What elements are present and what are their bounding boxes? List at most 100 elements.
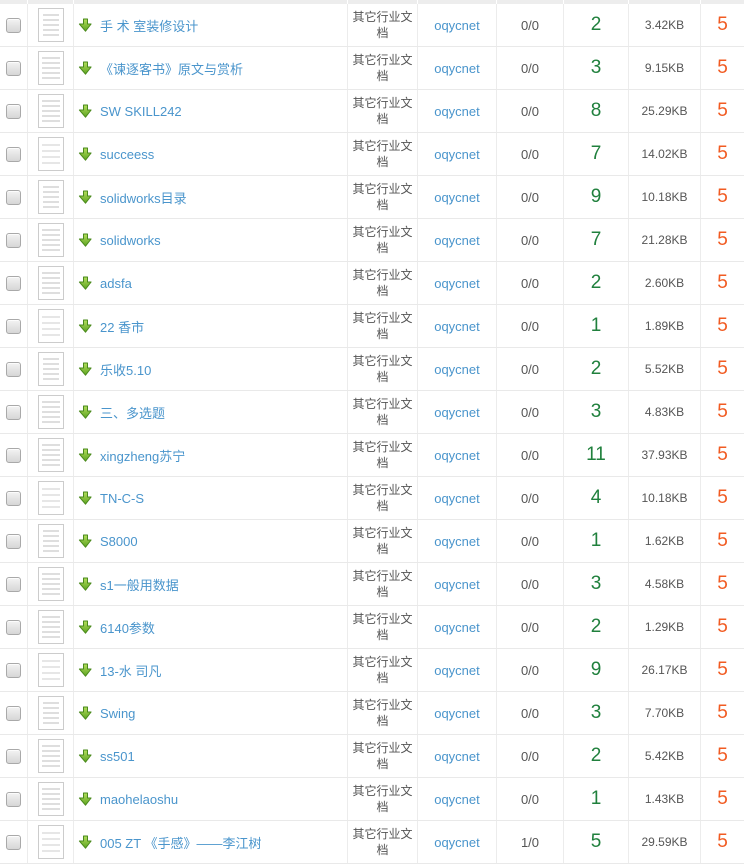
uploader-link[interactable]: oqycnet — [434, 619, 480, 635]
row-checkbox[interactable] — [6, 447, 21, 463]
row-checkbox[interactable] — [6, 103, 21, 119]
row-checkbox[interactable] — [6, 748, 21, 764]
row-checkbox[interactable] — [6, 404, 21, 420]
document-title-link[interactable]: maohelaoshu — [100, 791, 179, 807]
download-arrow-icon[interactable] — [78, 233, 93, 248]
document-title-link[interactable]: Swing — [100, 705, 136, 721]
document-thumbnail[interactable] — [37, 395, 64, 429]
document-thumbnail[interactable] — [37, 696, 64, 730]
row-checkbox[interactable] — [6, 146, 21, 162]
document-title-link[interactable]: ss501 — [100, 748, 135, 764]
row-checkbox[interactable] — [6, 318, 21, 334]
download-arrow-icon[interactable] — [78, 534, 93, 549]
document-thumbnail[interactable] — [37, 137, 64, 171]
uploader-link[interactable]: oqycnet — [434, 490, 480, 506]
document-title-link[interactable]: SW SKILL242 — [100, 103, 182, 119]
uploader-link[interactable]: oqycnet — [434, 361, 480, 377]
document-thumbnail[interactable] — [37, 223, 64, 257]
document-title-link[interactable]: solidworks — [100, 232, 161, 248]
uploader-link[interactable]: oqycnet — [434, 705, 480, 721]
document-title-link[interactable]: adsfa — [100, 275, 132, 291]
uploader-link[interactable]: oqycnet — [434, 447, 480, 463]
document-title-link[interactable]: 《谏逐客书》原文与赏析 — [100, 61, 244, 77]
download-arrow-icon[interactable] — [78, 448, 93, 463]
uploader-link[interactable]: oqycnet — [434, 232, 480, 248]
row-checkbox[interactable] — [6, 662, 21, 678]
uploader-link[interactable]: oqycnet — [434, 60, 480, 76]
download-arrow-icon[interactable] — [78, 362, 93, 377]
download-arrow-icon[interactable] — [78, 491, 93, 506]
download-arrow-icon[interactable] — [78, 577, 93, 592]
uploader-link[interactable]: oqycnet — [434, 662, 480, 678]
document-thumbnail[interactable] — [37, 51, 64, 85]
download-arrow-icon[interactable] — [78, 749, 93, 764]
document-title-link[interactable]: 005 ZT 《手感》——李江树 — [100, 835, 262, 851]
document-thumbnail[interactable] — [37, 739, 64, 773]
row-checkbox[interactable] — [6, 275, 21, 291]
download-arrow-icon[interactable] — [78, 405, 93, 420]
row-checkbox[interactable] — [6, 189, 21, 205]
download-arrow-icon[interactable] — [78, 190, 93, 205]
uploader-link[interactable]: oqycnet — [434, 103, 480, 119]
document-thumbnail[interactable] — [37, 180, 64, 214]
document-thumbnail[interactable] — [37, 309, 64, 343]
download-arrow-icon[interactable] — [78, 18, 93, 33]
download-arrow-icon[interactable] — [78, 792, 93, 807]
document-thumbnail[interactable] — [37, 438, 64, 472]
uploader-link[interactable]: oqycnet — [434, 318, 480, 334]
document-title-link[interactable]: 22 香市 — [100, 319, 145, 335]
row-checkbox[interactable] — [6, 576, 21, 592]
row-checkbox[interactable] — [6, 705, 21, 721]
download-arrow-icon[interactable] — [78, 706, 93, 721]
row-checkbox[interactable] — [6, 533, 21, 549]
download-arrow-icon[interactable] — [78, 276, 93, 291]
row-checkbox[interactable] — [6, 232, 21, 248]
document-thumbnail[interactable] — [37, 524, 64, 558]
download-arrow-icon[interactable] — [78, 147, 93, 162]
document-title-link[interactable]: 三、多选题 — [100, 405, 166, 421]
document-thumbnail[interactable] — [37, 8, 64, 42]
document-title-link[interactable]: S8000 — [100, 533, 138, 549]
uploader-link[interactable]: oqycnet — [434, 404, 480, 420]
document-title-link[interactable]: TN-C-S — [100, 490, 145, 506]
row-checkbox[interactable] — [6, 361, 21, 377]
uploader-link[interactable]: oqycnet — [434, 275, 480, 291]
download-arrow-icon[interactable] — [78, 835, 93, 850]
document-thumbnail[interactable] — [37, 825, 64, 859]
row-checkbox[interactable] — [6, 17, 21, 33]
document-title-link[interactable]: 13-水 司凡 — [100, 663, 162, 679]
uploader-link[interactable]: oqycnet — [434, 146, 480, 162]
uploader-link[interactable]: oqycnet — [434, 533, 480, 549]
download-arrow-icon[interactable] — [78, 104, 93, 119]
row-checkbox[interactable] — [6, 834, 21, 850]
document-thumbnail[interactable] — [37, 782, 64, 816]
document-title-link[interactable]: succeess — [100, 146, 155, 162]
document-thumbnail[interactable] — [37, 266, 64, 300]
uploader-link[interactable]: oqycnet — [434, 189, 480, 205]
row-checkbox[interactable] — [6, 619, 21, 635]
row-checkbox[interactable] — [6, 60, 21, 76]
document-title-link[interactable]: 6140参数 — [100, 620, 155, 636]
document-title-link[interactable]: xingzheng苏宁 — [100, 448, 186, 464]
document-thumbnail[interactable] — [37, 94, 64, 128]
download-arrow-icon[interactable] — [78, 319, 93, 334]
uploader-link[interactable]: oqycnet — [434, 791, 480, 807]
download-arrow-icon[interactable] — [78, 61, 93, 76]
document-title-link[interactable]: 乐收5.10 — [100, 362, 152, 378]
document-title-link[interactable]: solidworks目录 — [100, 190, 187, 206]
row-checkbox[interactable] — [6, 490, 21, 506]
uploader-link[interactable]: oqycnet — [434, 576, 480, 592]
document-thumbnail[interactable] — [37, 481, 64, 515]
document-thumbnail[interactable] — [37, 352, 64, 386]
download-arrow-icon[interactable] — [78, 620, 93, 635]
uploader-link[interactable]: oqycnet — [434, 834, 480, 850]
download-arrow-icon[interactable] — [78, 663, 93, 678]
document-thumbnail[interactable] — [37, 610, 64, 644]
row-checkbox[interactable] — [6, 791, 21, 807]
document-thumbnail[interactable] — [37, 567, 64, 601]
uploader-link[interactable]: oqycnet — [434, 748, 480, 764]
document-title-link[interactable]: s1一般用数据 — [100, 577, 179, 593]
uploader-link[interactable]: oqycnet — [434, 17, 480, 33]
document-thumbnail[interactable] — [37, 653, 64, 687]
document-title-link[interactable]: 手 术 室装修设计 — [100, 18, 199, 34]
